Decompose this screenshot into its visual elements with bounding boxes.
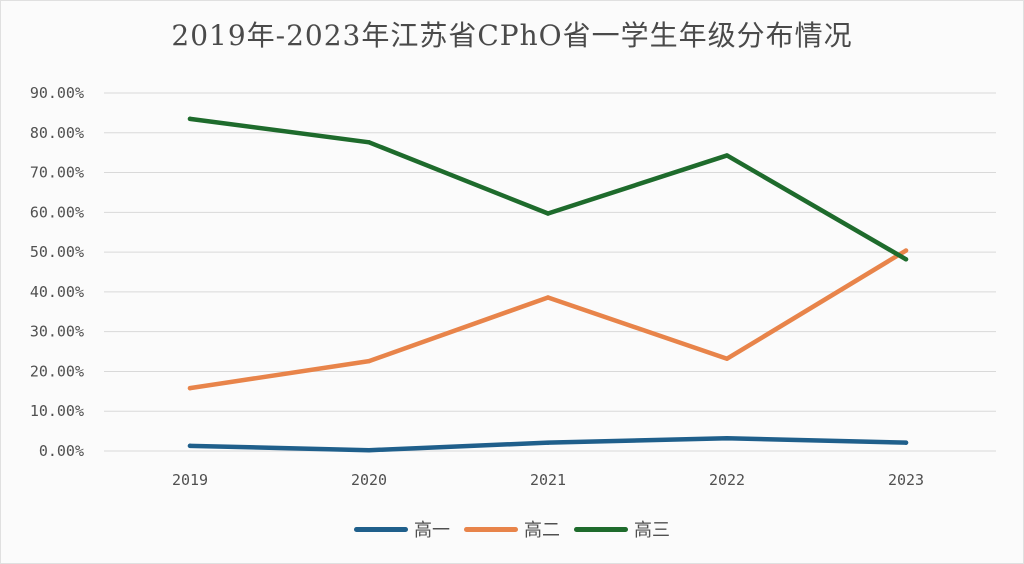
y-tick-label: 10.00% (30, 402, 84, 420)
x-tick-label: 2021 (530, 471, 566, 489)
data-point (187, 116, 193, 122)
chart-legend: 高一 高二 高三 (0, 516, 1024, 542)
y-tick-label: 70.00% (30, 164, 84, 182)
legend-item: 高二 (464, 516, 560, 542)
data-point (903, 248, 909, 253)
y-tick-label: 60.00% (30, 203, 84, 221)
data-point (366, 448, 372, 453)
y-tick-label: 40.00% (30, 283, 84, 301)
data-point (903, 440, 909, 445)
y-tick-label: 30.00% (30, 323, 84, 341)
data-point (545, 295, 551, 300)
data-point (545, 440, 551, 445)
legend-label: 高一 (414, 520, 450, 541)
legend-swatch (574, 526, 628, 532)
legend-swatch (464, 526, 518, 532)
data-point (545, 211, 551, 216)
series-line (187, 116, 909, 262)
data-point (903, 257, 909, 262)
y-tick-label: 20.00% (30, 362, 84, 380)
y-tick-label: 80.00% (30, 124, 84, 142)
data-point (724, 153, 730, 158)
legend-label: 高二 (524, 520, 560, 541)
x-tick-label: 2023 (888, 471, 924, 489)
series-line (187, 248, 909, 391)
legend-label: 高三 (634, 520, 670, 541)
chart-title: 2019年-2023年江苏省CPhO省一学生年级分布情况 (171, 19, 853, 52)
data-point (366, 358, 372, 364)
legend-item: 高一 (354, 516, 450, 542)
x-tick-label: 2022 (709, 471, 745, 489)
y-tick-label: 0.00% (39, 442, 84, 460)
data-point (187, 385, 193, 391)
data-point (724, 356, 730, 361)
x-tick-label: 2020 (351, 471, 387, 489)
y-tick-label: 50.00% (30, 243, 84, 261)
legend-item: 高三 (574, 516, 670, 542)
x-tick-label: 2019 (172, 471, 208, 489)
data-point (724, 436, 730, 441)
y-tick-label: 90.00% (30, 84, 84, 102)
data-point (187, 443, 193, 449)
legend-swatch (354, 526, 408, 532)
data-point (366, 140, 372, 145)
